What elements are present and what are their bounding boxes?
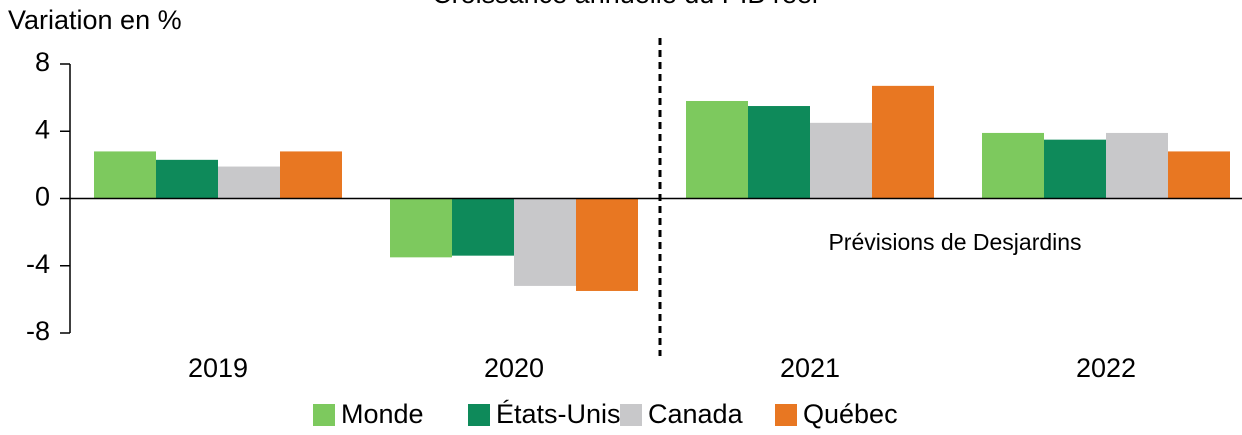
- bar: [452, 198, 514, 256]
- bar: [748, 106, 810, 199]
- bar: [94, 151, 156, 199]
- y-tick-label: 8: [35, 47, 50, 77]
- y-tick-label: -4: [26, 249, 50, 279]
- bar: [1168, 151, 1230, 199]
- legend-swatch: [775, 404, 797, 426]
- legend-swatch: [313, 404, 335, 426]
- y-tick-label: -8: [26, 316, 50, 346]
- bar: [1106, 132, 1168, 199]
- x-tick-label: 2022: [1076, 353, 1136, 383]
- legend-swatch: [620, 404, 642, 426]
- y-axis-label: Variation en %: [8, 5, 182, 35]
- legend-label: États-Unis: [496, 399, 621, 429]
- bar: [872, 85, 934, 199]
- bar: [514, 198, 576, 286]
- legend-label: Québec: [803, 399, 898, 429]
- x-tick-label: 2020: [484, 353, 544, 383]
- legend-label: Canada: [648, 399, 744, 429]
- bar: [390, 198, 452, 258]
- bar: [982, 132, 1044, 199]
- annotation: Prévisions de Desjardins: [828, 229, 1081, 255]
- legend-swatch: [468, 404, 490, 426]
- bar: [686, 100, 748, 199]
- legend-label: Monde: [341, 399, 424, 429]
- x-tick-label: 2021: [780, 353, 840, 383]
- bar: [810, 122, 872, 199]
- x-tick-label: 2019: [188, 353, 248, 383]
- bar: [280, 151, 342, 199]
- chart-title: Croissance annuelle du PIB réel: [432, 0, 818, 9]
- y-tick-label: 4: [35, 114, 50, 144]
- bar: [1044, 139, 1106, 199]
- bar: [576, 198, 638, 291]
- bar: [218, 166, 280, 199]
- y-tick-label: 0: [35, 182, 50, 212]
- bar: [156, 159, 218, 199]
